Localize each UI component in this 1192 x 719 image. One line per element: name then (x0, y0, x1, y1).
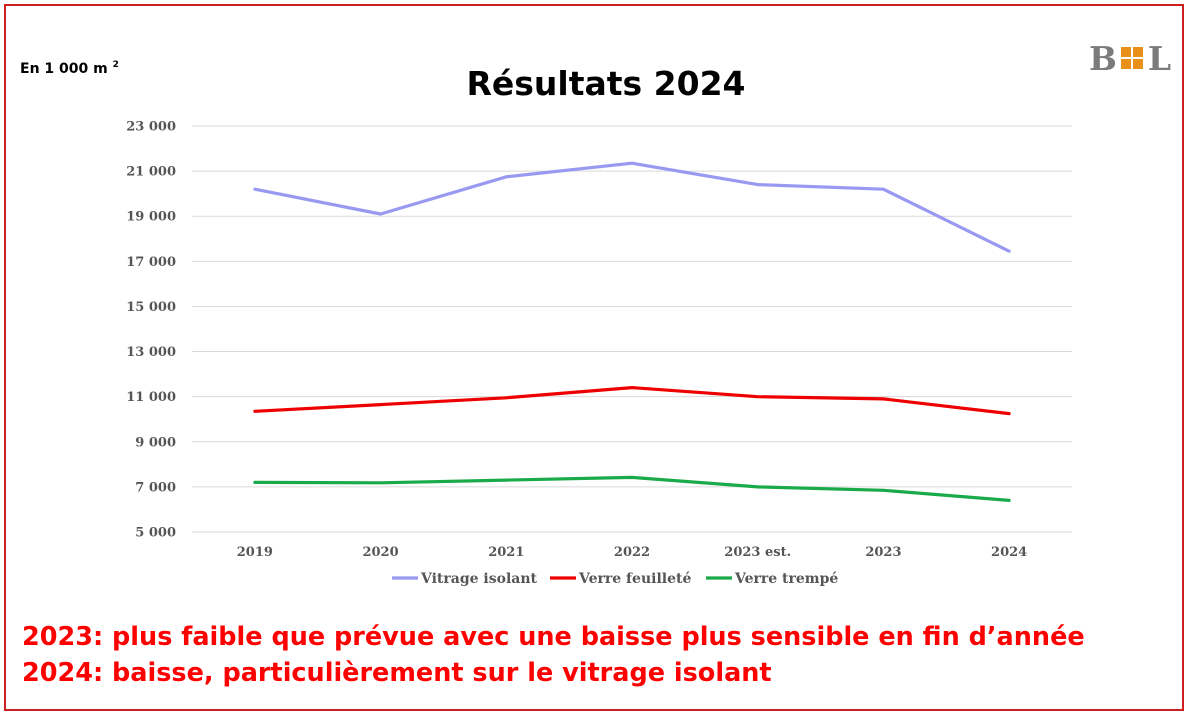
x-tick-label: 2019 (237, 545, 273, 560)
company-logo: B L (1089, 38, 1179, 78)
legend-label-1: Vitrage isolant (420, 571, 538, 587)
legend-label-2: Verre feuilleté (578, 571, 691, 587)
y-tick-label: 11 000 (126, 390, 176, 405)
x-tick-label: 2023 est. (724, 545, 791, 560)
y-tick-label: 23 000 (126, 120, 176, 135)
slide-frame (4, 4, 1184, 711)
chart-title: Résultats 2024 (466, 64, 746, 103)
y-tick-label: 9 000 (135, 435, 176, 450)
series-line-2 (253, 386, 1011, 416)
logo-letter-right: L (1147, 38, 1172, 78)
logo-letter-left: B (1089, 38, 1117, 78)
legend-label-3: Verre trempé (734, 571, 838, 587)
x-tick-label: 2021 (488, 545, 524, 560)
x-tick-label: 2020 (362, 545, 398, 560)
series-line-1 (253, 161, 1011, 253)
note-line-1: 2023: plus faible que prévue avec une ba… (22, 622, 1085, 652)
series-line-3 (253, 475, 1011, 502)
y-tick-label: 7 000 (135, 480, 176, 495)
y-tick-label: 21 000 (126, 165, 176, 180)
unit-label: En 1 000 m 2 (20, 60, 119, 77)
logo-squares-icon (1120, 47, 1143, 69)
y-tick-label: 17 000 (126, 255, 176, 270)
y-tick-label: 5 000 (135, 526, 176, 541)
x-tick-label: 2022 (614, 545, 650, 560)
unit-text: En 1 000 m (20, 61, 108, 77)
note-line-2: 2024: baisse, particulièrement sur le vi… (22, 658, 772, 688)
y-tick-label: 19 000 (126, 210, 176, 225)
y-tick-label: 13 000 (126, 345, 176, 360)
y-tick-label: 15 000 (126, 300, 176, 315)
unit-superscript: 2 (112, 60, 119, 70)
x-tick-label: 2023 (865, 545, 901, 560)
x-tick-label: 2024 (991, 545, 1027, 560)
